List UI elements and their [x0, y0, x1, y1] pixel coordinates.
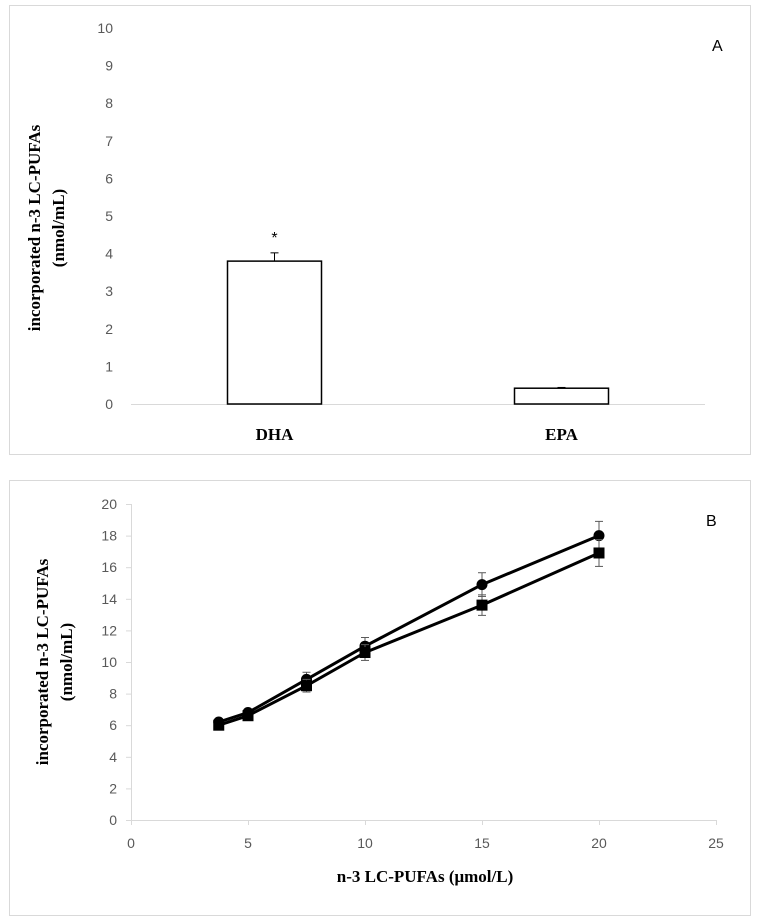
panel-a-ylabel-line1: incorporated n-3 LC-PUFAs	[25, 124, 44, 331]
panel-a-bar-epa	[513, 387, 610, 405]
panel-b-point-square	[476, 599, 488, 611]
panel-b-frame	[9, 480, 751, 916]
panel-b-y-tick-label: 0	[109, 812, 117, 828]
panel-a-frame	[9, 5, 751, 455]
panel-b-point-square	[301, 680, 312, 692]
panel-a-category-label: DHA	[256, 425, 295, 444]
panel-b-point-circle	[593, 530, 605, 542]
panel-a-y-tick-label: 6	[105, 170, 113, 186]
panel-b-y-tick-label: 8	[109, 686, 117, 702]
panel-b-x-tick-label: 25	[708, 835, 724, 851]
panel-b: B incorporated n-3 LC-PUFAs (nmol/mL) n-…	[33, 496, 724, 886]
panel-b-y-tick-label: 14	[101, 591, 117, 607]
panel-b-point-square	[359, 647, 371, 659]
panel-a-y-tick-label: 10	[97, 20, 113, 36]
panel-b-point-square	[242, 710, 254, 722]
panel-b-x-axis-title: n-3 LC-PUFAs (μmol/L)	[337, 867, 513, 886]
panel-a-bar-dha	[226, 260, 323, 405]
panel-b-point-circle	[476, 579, 488, 591]
panel-a-y-tick-label: 9	[105, 58, 113, 74]
panel-a-y-tick-label: 8	[105, 95, 113, 111]
panel-b-y-tick-label: 20	[101, 496, 117, 512]
panel-a-y-tick-label: 7	[105, 133, 113, 149]
panel-b-y-tick-label: 12	[101, 622, 117, 638]
panel-a-ylabel-line2: (nmol/mL)	[49, 189, 68, 267]
panel-b-x-tick-label: 15	[474, 835, 490, 851]
panel-b-y-axis-title: incorporated n-3 LC-PUFAs (nmol/mL)	[33, 558, 76, 765]
panel-b-y-tick-label: 2	[109, 780, 117, 796]
panel-a-y-axis-title: incorporated n-3 LC-PUFAs (nmol/mL)	[25, 124, 68, 331]
panel-b-label: B	[706, 513, 717, 530]
panel-b-point-square	[213, 719, 225, 731]
panel-b-x-tick-label: 10	[357, 835, 373, 851]
panel-b-y-tick-label: 16	[101, 559, 117, 575]
panel-b-ylabel-line1: incorporated n-3 LC-PUFAs	[33, 558, 52, 765]
panel-a-y-tick-label: 5	[105, 208, 113, 224]
panel-b-y-tick-label: 6	[109, 717, 117, 733]
panel-b-y-tick-label: 10	[101, 654, 117, 670]
panel-a-y-tick-label: 0	[105, 396, 113, 412]
panel-a-category-label: EPA	[545, 425, 578, 444]
panel-b-ylabel-line2: (nmol/mL)	[57, 623, 76, 701]
panel-b-point-square	[593, 547, 605, 559]
panel-a-y-tick-label: 2	[105, 321, 113, 337]
panel-b-x-tick-label: 20	[591, 835, 607, 851]
panel-a-y-tick-label: 1	[105, 358, 113, 374]
panel-b-y-tick-label: 4	[109, 749, 117, 765]
panel-a-y-tick-label: 3	[105, 283, 113, 299]
panel-b-y-tick-label: 18	[101, 528, 117, 544]
panel-a-y-tick-label: 4	[105, 246, 113, 262]
panel-a: A incorporated n-3 LC-PUFAs (nmol/mL) 0 1…	[25, 20, 723, 444]
panel-a-significance-mark: *	[271, 230, 277, 247]
panel-b-x-tick-label: 5	[244, 835, 252, 851]
panel-a-label: A	[712, 38, 723, 55]
panel-b-x-tick-label: 0	[127, 835, 135, 851]
